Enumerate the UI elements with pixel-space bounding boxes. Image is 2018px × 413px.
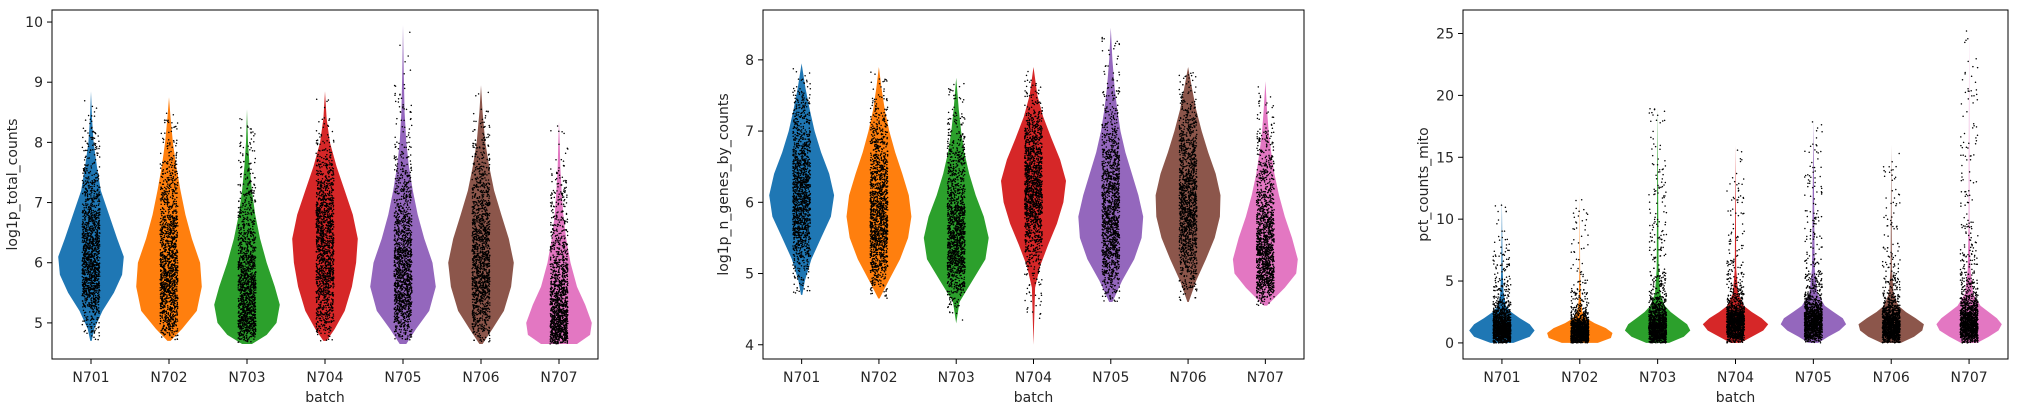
x-tick-label-n707: N707 [540,370,577,386]
violin-n702 [1547,194,1613,343]
violin-n702 [846,67,912,299]
y-tick-label: 5 [1445,274,1454,290]
y-tick-label: 10 [1436,212,1454,228]
panel-total-counts: 5 6 7 8 9 10 N701 N702 N703 N704 N705 N706 N707 batch… [5,9,599,406]
x-tick-label-n702: N702 [1561,370,1598,386]
points-n702 [159,112,179,341]
x-tick-label-n701: N701 [1483,370,1520,386]
x-tick-label-n706: N706 [462,370,499,386]
points-n703 [1648,108,1668,344]
violin-n704 [292,91,358,341]
x-tick-label-n705: N705 [384,370,421,386]
x-tick-label-n707: N707 [1950,370,1987,386]
x-tick-label-n702: N702 [150,370,187,386]
y-tick-label: 6 [34,256,43,272]
points-n705 [393,31,413,341]
violin-n707 [1232,81,1298,306]
points-n703 [237,117,257,343]
x-tick-label-n705: N705 [1092,370,1129,386]
x-axis-label: batch [305,390,345,406]
y-tick-label: 0 [1445,336,1454,352]
points-n703 [946,82,966,321]
violin-n706 [448,85,514,344]
points-n704 [1725,149,1746,344]
points-n701 [81,99,101,341]
points-n706 [471,91,491,343]
x-tick-label-n706: N706 [1169,370,1206,386]
x-tick-label-n707: N707 [1247,370,1284,386]
violin-n705 [1780,120,1847,343]
points-n707 [1255,86,1275,307]
y-tick-label: 7 [745,124,754,140]
y-axis-label: pct_counts_mito [1416,127,1432,241]
x-tick-label-n704: N704 [1015,370,1052,386]
x-axis-label: batch [1716,390,1756,406]
violin-n707 [526,121,592,344]
violin-n701 [769,63,835,295]
y-tick-label: 15 [1436,150,1454,166]
x-tick-label-n703: N703 [1639,370,1676,386]
violin-n706 [1858,144,1924,343]
y-tick-label: 4 [745,338,754,354]
y-tick-label: 25 [1436,27,1454,43]
x-tick-label-n704: N704 [1717,370,1754,386]
violin-n704 [1702,144,1769,343]
points-n707 [1959,30,1979,344]
y-tick-label: 20 [1436,88,1454,104]
points-n707 [549,125,569,345]
y-tick-label: 10 [25,15,43,31]
points-n706 [1178,72,1198,301]
points-n701 [792,67,812,294]
violin-n703 [214,109,280,344]
y-tick-label: 6 [745,195,754,211]
x-tick-label-n703: N703 [228,370,265,386]
points-n702 [869,71,889,299]
y-tick-label: 5 [745,267,754,283]
points-n701 [1492,204,1512,344]
x-tick-label-n702: N702 [860,370,897,386]
violin-n707 [1936,26,2002,343]
y-tick-label: 8 [34,135,43,151]
y-axis-label: log1p_n_genes_by_counts [716,93,732,275]
points-n704 [315,98,335,342]
x-tick-label-n706: N706 [1873,370,1910,386]
x-tick-label-n703: N703 [938,370,975,386]
panel-n-genes: 4 5 6 7 8 N701 N702 N703 N704 N705 N706 N707 batch lo… [716,9,1305,406]
violin-n706 [1155,67,1221,302]
violin-n703 [1624,107,1691,343]
panel-pct-mito: 0 5 10 15 20 25 N701 N702 N703 N704 N705 N706 N707 ba… [1416,9,2009,406]
y-tick-label: 8 [745,53,754,69]
points-n702 [1570,198,1590,344]
y-axis-label: log1p_total_counts [5,119,21,251]
points-n706 [1881,152,1901,344]
x-tick-label-n705: N705 [1795,370,1832,386]
y-tick-label: 5 [34,316,43,332]
y-tick-label: 9 [34,75,43,91]
x-axis-label: batch [1014,390,1054,406]
violin-n701 [58,91,124,341]
x-tick-label-n701: N701 [783,370,820,386]
x-tick-label-n701: N701 [72,370,109,386]
points-n705 [1803,121,1823,344]
x-tick-label-n704: N704 [306,370,343,386]
points-n704 [1024,70,1043,319]
violin-n705 [370,25,436,344]
y-tick-label: 7 [34,196,43,212]
points-n705 [1101,36,1121,303]
